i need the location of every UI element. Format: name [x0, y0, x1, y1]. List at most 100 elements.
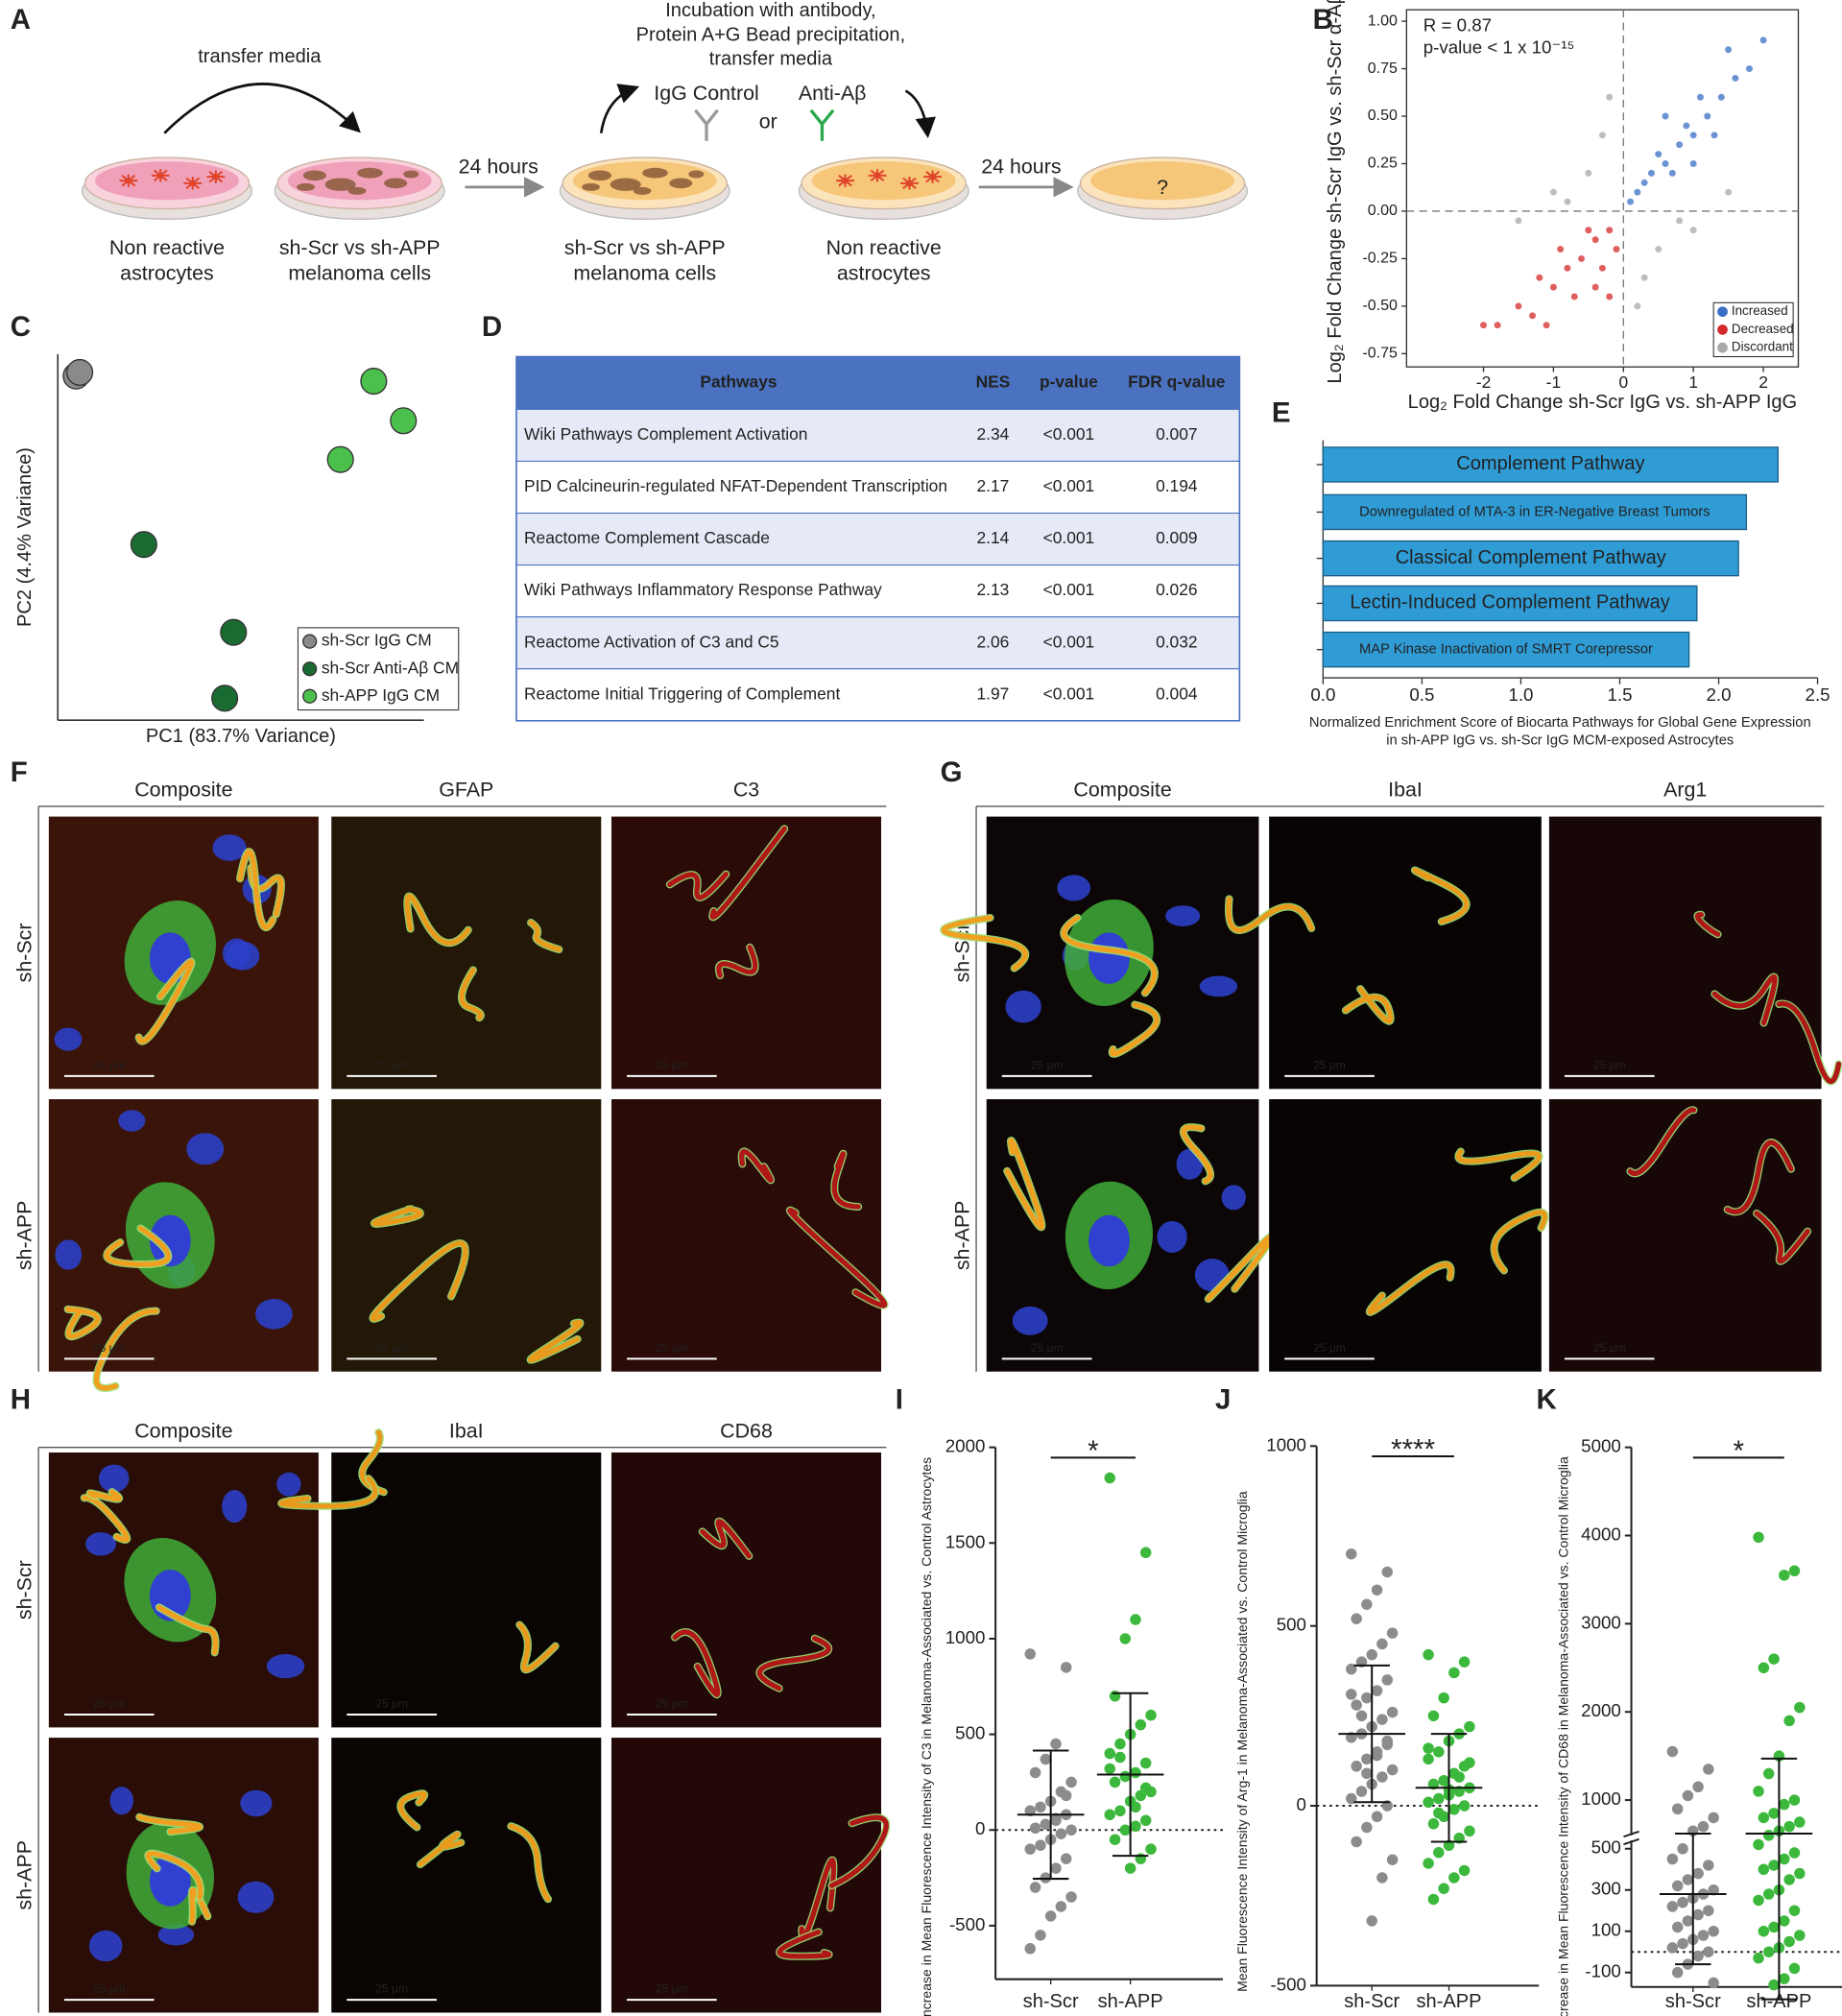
- point: [1448, 1804, 1460, 1815]
- point: [1779, 1570, 1790, 1581]
- point: [1762, 1888, 1775, 1900]
- nucleus: [149, 1214, 191, 1267]
- point: [1655, 246, 1663, 253]
- astrocyte-body: [189, 180, 197, 187]
- point: [1692, 1908, 1704, 1921]
- micrograph: [610, 1738, 891, 2013]
- point: [1371, 1584, 1383, 1596]
- point: [1386, 1854, 1399, 1865]
- significance: *: [1734, 1435, 1744, 1467]
- micrograph: [940, 816, 1259, 1090]
- y-tick-label: 300: [1591, 1879, 1621, 1899]
- y-tick-label: 1.00: [1368, 12, 1398, 29]
- y-tick-label: 500: [1591, 1837, 1621, 1858]
- panel-letter: A: [11, 4, 31, 36]
- legend-label: sh-APP IgG CM: [322, 685, 440, 705]
- point: [1109, 1776, 1121, 1788]
- micrograph: [610, 816, 882, 1090]
- point: [1044, 1910, 1057, 1922]
- image-column-label: CD68: [720, 1419, 773, 1442]
- point: [1351, 1836, 1362, 1848]
- diagram-antibody: Anti-Aβ: [799, 82, 867, 105]
- micrograph: [48, 1099, 319, 1392]
- image-row-label: sh-Scr: [12, 1560, 36, 1620]
- point: [1438, 1883, 1449, 1894]
- image-column-label: IbaI: [1388, 778, 1423, 801]
- process: [941, 915, 1028, 972]
- micrograph: [610, 1099, 889, 1372]
- point: [1050, 1862, 1062, 1874]
- point: [1671, 1880, 1684, 1892]
- process: [1367, 1261, 1454, 1315]
- point: [1697, 1820, 1710, 1833]
- point: [1386, 1764, 1399, 1776]
- point: [1676, 141, 1684, 149]
- image-column-label: Arg1: [1663, 778, 1707, 801]
- table-cell: <0.001: [1043, 580, 1095, 599]
- dish-surface: [287, 161, 432, 201]
- melanoma-cell: [403, 170, 419, 179]
- micrograph-bg: [1269, 816, 1542, 1090]
- process: [370, 1240, 468, 1322]
- annotation: R = 0.87: [1423, 15, 1492, 36]
- point: [1448, 1872, 1460, 1884]
- table-cell: 2.34: [977, 424, 1010, 444]
- point: [1427, 1893, 1440, 1906]
- point: [1689, 160, 1697, 167]
- x-tick-label: 1.5: [1607, 684, 1632, 705]
- astrocyte-body: [906, 180, 913, 187]
- y-tick-label: 500: [1277, 1615, 1306, 1635]
- point: [1689, 132, 1697, 139]
- legend-label: Discordant: [1732, 340, 1793, 354]
- micrograph-bg: [331, 816, 602, 1090]
- diagram-step-label: astrocytes: [120, 262, 214, 285]
- point: [1783, 1715, 1795, 1727]
- point: [1682, 1915, 1694, 1927]
- point: [1366, 1915, 1377, 1927]
- point: [1758, 1812, 1770, 1824]
- bar-label: Lectin-Induced Complement Pathway: [1350, 592, 1669, 613]
- point: [1135, 1718, 1147, 1731]
- nucleus: [118, 1110, 146, 1132]
- x-tick-label: sh-Scr: [1344, 1991, 1399, 2012]
- process: [756, 1636, 831, 1692]
- point: [1783, 1935, 1795, 1948]
- point: [1119, 1824, 1132, 1836]
- micrograph: [1548, 1099, 1822, 1372]
- point: [1386, 1706, 1399, 1718]
- point: [1381, 1735, 1394, 1747]
- point: [1606, 227, 1614, 234]
- melanoma-cell: [384, 178, 408, 189]
- nucleus: [226, 941, 260, 971]
- table-cell: 0.004: [1156, 684, 1198, 703]
- micrograph-bg: [331, 1738, 602, 2013]
- point: [1696, 93, 1704, 101]
- point: [1130, 1614, 1141, 1625]
- nucleus: [222, 1490, 248, 1524]
- x-tick-label: 2.5: [1806, 684, 1830, 705]
- point: [1371, 1811, 1383, 1823]
- point: [1114, 1738, 1126, 1750]
- point: [1438, 1775, 1449, 1787]
- point: [1139, 1814, 1152, 1827]
- legend-swatch: [302, 688, 318, 704]
- astrocyte-body: [873, 172, 881, 180]
- point: [1050, 1812, 1062, 1825]
- image-column-label: Composite: [134, 778, 232, 801]
- point: [1055, 1828, 1067, 1839]
- astrocyte-body: [156, 172, 164, 180]
- melanoma-cell: [688, 170, 705, 179]
- point: [326, 445, 354, 473]
- point: [1135, 1853, 1147, 1864]
- y-axis-label: PC2 (4.4% Variance): [14, 447, 36, 627]
- point: [1598, 132, 1606, 139]
- legend-swatch: [1717, 306, 1728, 318]
- panel-letter: H: [11, 1383, 31, 1415]
- point: [1109, 1834, 1121, 1845]
- point: [1627, 198, 1635, 205]
- point: [1464, 1757, 1475, 1768]
- nucleus: [276, 1472, 301, 1497]
- melanoma-cell: [669, 178, 693, 189]
- point: [1386, 1627, 1399, 1639]
